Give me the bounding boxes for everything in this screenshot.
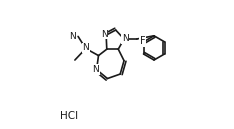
Text: N: N (92, 65, 99, 74)
Text: N: N (69, 32, 76, 41)
Text: HCl: HCl (60, 111, 78, 121)
Text: N: N (122, 34, 128, 43)
Text: F: F (140, 36, 145, 46)
Text: N: N (82, 43, 89, 52)
Text: N: N (101, 30, 108, 39)
